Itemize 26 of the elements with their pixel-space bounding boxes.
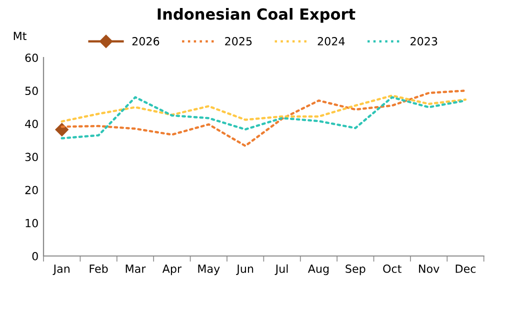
x-tick-label: Feb [90,264,108,273]
y-tick-label: 60 [25,54,38,62]
x-tick-label: Oct [383,264,402,273]
x-tick-label: Sep [346,264,366,276]
legend-label: 2024 [318,37,345,46]
y-tick-label: 40 [25,120,38,128]
x-tick-label: Nov [419,264,440,273]
x-tick-label: Mar [126,264,146,273]
y-tick-label: 50 [25,86,38,96]
x-tick-label: May [198,264,220,276]
x-tick-label: Jan [52,264,70,275]
x-tick-label: Jun [236,264,254,275]
y-tick-label: 20 [25,186,38,194]
y-tick-label: 30 [25,152,38,162]
chart-title: Indonesian Coal Export [158,8,356,23]
x-tick-label: Apr [162,264,182,276]
y-tick-label: 10 [26,218,38,228]
y-axis-title: Mt [14,32,26,40]
y-tick-label: 0 [32,252,38,260]
x-tick-label: Aug [308,264,329,276]
legend-label: 2025 [225,37,252,46]
x-tick-label: Jul [274,264,288,275]
line-series [60,94,467,123]
legend-label: 2026 [132,37,160,46]
x-tick-label: Dec [456,264,476,273]
legend-label: 2023 [410,37,438,46]
